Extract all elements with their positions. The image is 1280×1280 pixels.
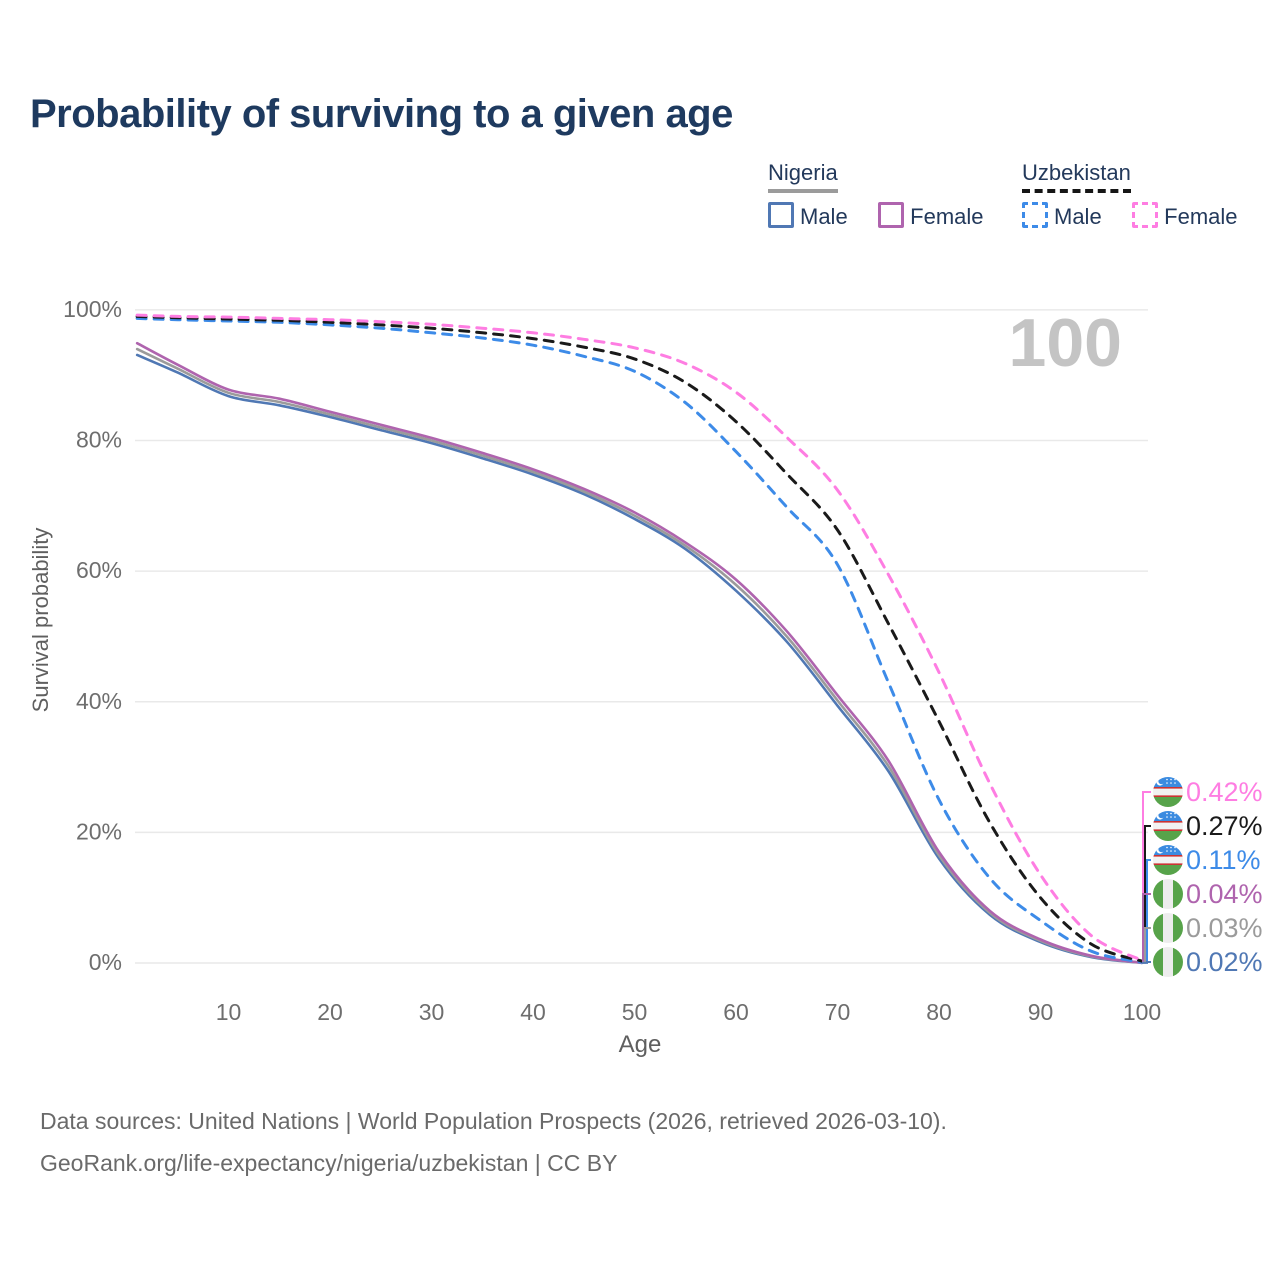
- y-tick-label-40: 40%: [76, 688, 122, 714]
- legend-item-label: Male: [800, 204, 848, 229]
- legend-group-uzbekistan: Uzbekistan Male Female: [1022, 160, 1264, 230]
- end-label-nigeria-both[interactable]: 0.03%: [1186, 913, 1263, 943]
- legend-item-label: Female: [1164, 204, 1238, 229]
- curve-uzbekistan-both[interactable]: [135, 314, 1144, 963]
- x-tick-label-80: 80: [926, 999, 952, 1025]
- y-tick-label-60: 60%: [76, 557, 122, 583]
- legend-item-uzbekistan-female[interactable]: Female: [1132, 202, 1238, 230]
- page-title: Probability of surviving to a given age: [30, 92, 733, 136]
- x-tick-label-10: 10: [216, 999, 242, 1025]
- x-tick-label-50: 50: [622, 999, 648, 1025]
- uzbekistan-flag-icon-1: [1153, 811, 1183, 841]
- source-url-note[interactable]: GeoRank.org/life-expectancy/nigeria/uzbe…: [40, 1150, 618, 1176]
- legend-item-label: Male: [1054, 204, 1102, 229]
- data-sources-note: Data sources: United Nations | World Pop…: [40, 1108, 947, 1134]
- y-tick-label-0: 0%: [89, 949, 122, 975]
- end-label-uzbekistan-female[interactable]: 0.42%: [1186, 777, 1263, 807]
- curve-uzbekistan-female[interactable]: [135, 313, 1144, 962]
- legend-country-nigeria[interactable]: Nigeria: [768, 160, 838, 193]
- end-label-connector-nigeria-male: [1142, 961, 1151, 964]
- y-tick-label-20: 20%: [76, 818, 122, 844]
- uzbekistan-flag-icon-2: [1153, 845, 1183, 875]
- legend-group-nigeria: Nigeria Male Female: [768, 160, 1010, 230]
- x-tick-label-20: 20: [317, 999, 343, 1025]
- curve-nigeria-both[interactable]: [135, 347, 1144, 965]
- nigeria-flag-icon-4: [1153, 913, 1183, 943]
- uzbekistan-female-swatch-icon: [1132, 202, 1159, 228]
- curve-nigeria-female[interactable]: [135, 341, 1144, 964]
- uzbekistan-male-swatch-icon: [1022, 202, 1048, 228]
- legend-item-nigeria-male[interactable]: Male: [768, 202, 848, 230]
- nigeria-flag-icon-3: [1153, 879, 1183, 909]
- x-tick-label-40: 40: [520, 999, 546, 1025]
- x-tick-label-70: 70: [825, 999, 851, 1025]
- x-tick-label-60: 60: [723, 999, 749, 1025]
- curve-nigeria-male[interactable]: [135, 353, 1144, 965]
- end-label-nigeria-male[interactable]: 0.02%: [1186, 947, 1263, 977]
- curve-uzbekistan-male[interactable]: [135, 316, 1144, 964]
- legend-item-nigeria-female[interactable]: Female: [878, 202, 984, 230]
- legend-country-uzbekistan[interactable]: Uzbekistan: [1022, 160, 1131, 193]
- nigeria-flag-icon-5: [1153, 947, 1183, 977]
- uzbekistan-flag-icon-0: [1153, 777, 1183, 807]
- age-watermark: 100: [1009, 305, 1122, 381]
- end-label-nigeria-female[interactable]: 0.04%: [1186, 879, 1263, 909]
- legend-item-uzbekistan-male[interactable]: Male: [1022, 202, 1102, 230]
- x-tick-label-100: 100: [1123, 999, 1161, 1025]
- end-label-uzbekistan-male[interactable]: 0.11%: [1186, 845, 1261, 875]
- x-tick-label-90: 90: [1028, 999, 1054, 1025]
- nigeria-male-swatch-icon: [768, 202, 794, 228]
- nigeria-female-swatch-icon: [878, 202, 905, 228]
- x-tick-label-30: 30: [419, 999, 445, 1025]
- end-label-uzbekistan-both[interactable]: 0.27%: [1186, 811, 1263, 841]
- y-tick-label-80: 80%: [76, 427, 122, 453]
- y-tick-label-100: 100%: [63, 296, 122, 322]
- x-axis-title: Age: [619, 1031, 662, 1058]
- y-axis-title: Survival probability: [28, 528, 53, 713]
- legend-item-label: Female: [910, 204, 984, 229]
- legend: Nigeria Male Female Uzbekistan Male Fema…: [0, 160, 1280, 250]
